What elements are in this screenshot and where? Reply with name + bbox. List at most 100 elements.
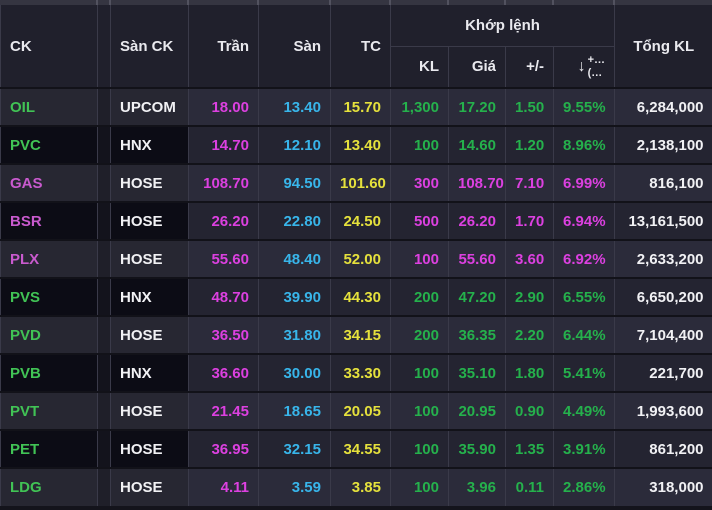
matched-volume-cell: 1,300 xyxy=(390,87,449,126)
change-cell: 7.10 xyxy=(505,163,554,202)
total-volume-cell: 221,700 xyxy=(614,353,712,392)
matched-price-cell[interactable]: 17.20 xyxy=(448,87,506,126)
header-matched-volume[interactable]: KL xyxy=(390,46,449,88)
ticker-cell[interactable]: PVC xyxy=(0,125,98,164)
matched-price-cell[interactable]: 20.95 xyxy=(448,391,506,430)
header-total-volume[interactable]: Tổng KL xyxy=(614,5,712,88)
ceiling-price-cell[interactable]: 26.20 xyxy=(188,201,259,240)
floor-price-cell[interactable]: 18.65 xyxy=(258,391,331,430)
sort-descending-icon[interactable]: ↓ xyxy=(577,57,586,75)
floor-price-cell[interactable]: 12.10 xyxy=(258,125,331,164)
header-reference[interactable]: TC xyxy=(330,5,391,88)
reference-price-cell[interactable]: 24.50 xyxy=(330,201,391,240)
matched-price-cell[interactable]: 26.20 xyxy=(448,201,506,240)
change-percent-cell: 3.91% xyxy=(552,429,615,468)
floor-price-cell[interactable]: 39.90 xyxy=(258,277,331,316)
ceiling-price-cell[interactable]: 4.11 xyxy=(188,467,259,506)
header-floor[interactable]: Sàn xyxy=(258,5,331,88)
ceiling-price-cell[interactable]: 18.00 xyxy=(188,87,259,126)
matched-price-cell[interactable]: 47.20 xyxy=(448,277,506,316)
matched-price-cell[interactable]: 108.70 xyxy=(448,163,506,202)
ticker-cell[interactable]: PVB xyxy=(0,353,98,392)
ceiling-price-cell[interactable]: 36.50 xyxy=(188,315,259,354)
ticker-cell[interactable]: PVT xyxy=(0,391,98,430)
reference-price-cell[interactable]: 13.40 xyxy=(330,125,391,164)
total-volume-cell: 1,993,600 xyxy=(614,391,712,430)
total-volume-cell: 2,633,200 xyxy=(614,239,712,278)
reference-price-cell[interactable]: 34.15 xyxy=(330,315,391,354)
matched-price-cell[interactable]: 35.90 xyxy=(448,429,506,468)
ticker-cell[interactable]: BSR xyxy=(0,201,98,240)
ticker-cell[interactable]: PVD xyxy=(0,315,98,354)
floor-price-cell[interactable]: 30.00 xyxy=(258,353,331,392)
change-percent-cell: 6.94% xyxy=(552,201,615,240)
stock-row[interactable]: PVT HOSE 21.45 18.65 20.05 100 20.95 0.9… xyxy=(0,391,712,430)
reference-price-cell[interactable]: 34.55 xyxy=(330,429,391,468)
header-ticker[interactable]: CK xyxy=(0,5,98,88)
change-cell: 1.35 xyxy=(505,429,554,468)
floor-price-cell[interactable]: 3.59 xyxy=(258,467,331,506)
ceiling-price-cell[interactable]: 36.60 xyxy=(188,353,259,392)
ticker-cell[interactable]: PVS xyxy=(0,277,98,316)
stock-row[interactable]: PLX HOSE 55.60 48.40 52.00 100 55.60 3.6… xyxy=(0,239,712,278)
floor-price-cell[interactable]: 22.80 xyxy=(258,201,331,240)
stock-row[interactable]: PVC HNX 14.70 12.10 13.40 100 14.60 1.20… xyxy=(0,125,712,164)
matched-price-cell[interactable]: 3.96 xyxy=(448,467,506,506)
exchange-cell: HOSE xyxy=(110,467,189,506)
header-exchange[interactable]: Sàn CK xyxy=(110,5,189,88)
stock-row[interactable]: PVB HNX 36.60 30.00 33.30 100 35.10 1.80… xyxy=(0,353,712,392)
matched-price-cell[interactable]: 55.60 xyxy=(448,239,506,278)
ticker-cell[interactable]: GAS xyxy=(0,163,98,202)
ceiling-price-cell[interactable]: 48.70 xyxy=(188,277,259,316)
total-volume-cell: 13,161,500 xyxy=(614,201,712,240)
reference-price-cell[interactable]: 52.00 xyxy=(330,239,391,278)
header-matched-price[interactable]: Giá xyxy=(448,46,506,88)
header-ceiling[interactable]: Trần xyxy=(188,5,259,88)
ceiling-price-cell[interactable]: 108.70 xyxy=(188,163,259,202)
floor-price-cell[interactable]: 13.40 xyxy=(258,87,331,126)
change-percent-cell: 6.92% xyxy=(552,239,615,278)
exchange-cell: HNX xyxy=(110,277,189,316)
ticker-cell[interactable]: OIL xyxy=(0,87,98,126)
matched-volume-cell: 200 xyxy=(390,315,449,354)
floor-price-cell[interactable]: 94.50 xyxy=(258,163,331,202)
matched-price-cell[interactable]: 36.35 xyxy=(448,315,506,354)
spacer-cell xyxy=(97,467,111,506)
stock-row[interactable]: PVS HNX 48.70 39.90 44.30 200 47.20 2.90… xyxy=(0,277,712,316)
stock-row[interactable]: BSR HOSE 26.20 22.80 24.50 500 26.20 1.7… xyxy=(0,201,712,240)
matched-price-cell[interactable]: 14.60 xyxy=(448,125,506,164)
total-volume-cell: 6,284,000 xyxy=(614,87,712,126)
change-percent-cell: 4.49% xyxy=(552,391,615,430)
ticker-cell[interactable]: PET xyxy=(0,429,98,468)
header-change-percent-label: +… (… xyxy=(587,54,606,79)
floor-price-cell[interactable]: 32.15 xyxy=(258,429,331,468)
ticker-cell[interactable]: LDG xyxy=(0,467,98,506)
stock-row[interactable]: OIL UPCOM 18.00 13.40 15.70 1,300 17.20 … xyxy=(0,87,712,126)
ceiling-price-cell[interactable]: 14.70 xyxy=(188,125,259,164)
change-cell: 0.11 xyxy=(505,467,554,506)
ceiling-price-cell[interactable]: 55.60 xyxy=(188,239,259,278)
reference-price-cell[interactable]: 101.60 xyxy=(330,163,391,202)
change-cell: 1.70 xyxy=(505,201,554,240)
floor-price-cell[interactable]: 48.40 xyxy=(258,239,331,278)
stock-row[interactable]: PVD HOSE 36.50 31.80 34.15 200 36.35 2.2… xyxy=(0,315,712,354)
header-change-percent-sort[interactable]: ↓ +… (… xyxy=(552,46,615,88)
exchange-cell: HOSE xyxy=(110,163,189,202)
stock-row[interactable]: PET HOSE 36.95 32.15 34.55 100 35.90 1.3… xyxy=(0,429,712,468)
reference-price-cell[interactable]: 15.70 xyxy=(330,87,391,126)
stock-row[interactable]: LDG HOSE 4.11 3.59 3.85 100 3.96 0.11 2.… xyxy=(0,467,712,506)
header-change[interactable]: +/- xyxy=(505,46,554,88)
exchange-cell: HOSE xyxy=(110,315,189,354)
ticker-cell[interactable]: PLX xyxy=(0,239,98,278)
reference-price-cell[interactable]: 33.30 xyxy=(330,353,391,392)
ceiling-price-cell[interactable]: 21.45 xyxy=(188,391,259,430)
ceiling-price-cell[interactable]: 36.95 xyxy=(188,429,259,468)
change-cell: 3.60 xyxy=(505,239,554,278)
change-percent-cell: 9.55% xyxy=(552,87,615,126)
matched-price-cell[interactable]: 35.10 xyxy=(448,353,506,392)
reference-price-cell[interactable]: 3.85 xyxy=(330,467,391,506)
reference-price-cell[interactable]: 20.05 xyxy=(330,391,391,430)
stock-row[interactable]: GAS HOSE 108.70 94.50 101.60 300 108.70 … xyxy=(0,163,712,202)
reference-price-cell[interactable]: 44.30 xyxy=(330,277,391,316)
floor-price-cell[interactable]: 31.80 xyxy=(258,315,331,354)
